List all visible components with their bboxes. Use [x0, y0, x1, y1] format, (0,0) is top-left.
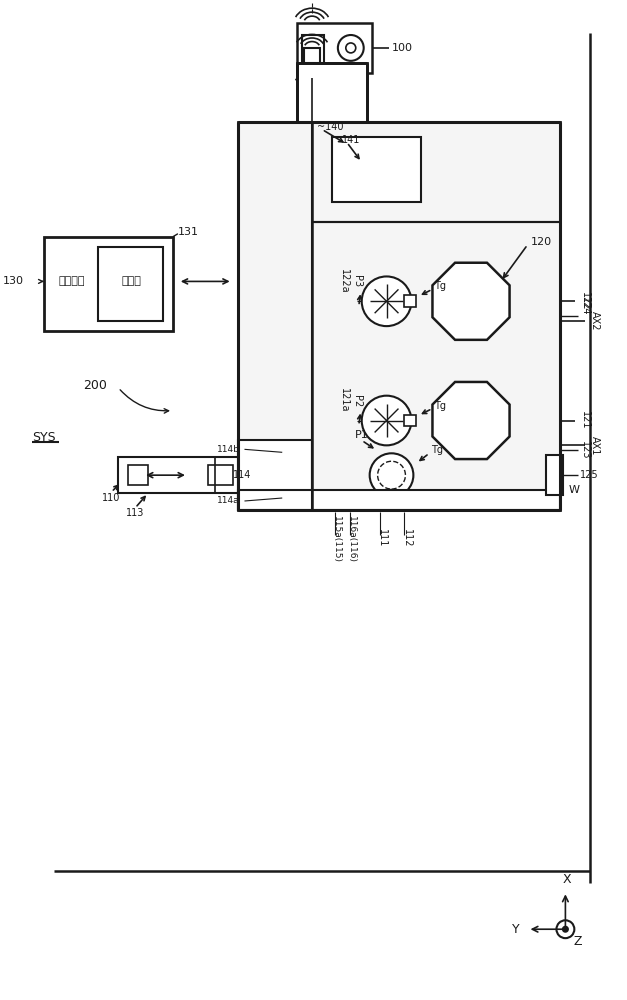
Bar [404, 415, 416, 426]
Text: Y: Y [512, 923, 520, 936]
Text: 121: 121 [581, 411, 590, 430]
Text: Tg: Tg [435, 281, 446, 291]
Text: 124: 124 [581, 297, 590, 316]
Text: 130: 130 [3, 276, 24, 286]
Bar [238, 440, 312, 510]
Text: AX2: AX2 [590, 311, 600, 331]
Text: ~140: ~140 [317, 122, 344, 132]
Circle shape [338, 35, 364, 61]
Text: Z: Z [573, 935, 582, 948]
Text: 设定部: 设定部 [121, 276, 141, 286]
Text: Tg: Tg [431, 445, 443, 455]
Bar [238, 490, 561, 510]
Circle shape [556, 920, 574, 938]
Text: 111: 111 [377, 529, 387, 547]
Text: 112: 112 [401, 529, 411, 547]
Text: 131: 131 [178, 227, 199, 237]
Circle shape [362, 396, 411, 445]
FancyArrowPatch shape [38, 279, 43, 283]
Text: P3: P3 [352, 275, 362, 287]
Bar [404, 295, 416, 307]
Text: X: X [563, 873, 572, 886]
Circle shape [370, 453, 413, 497]
Bar [304, 48, 320, 63]
Text: 116a(116): 116a(116) [347, 516, 356, 563]
Circle shape [377, 461, 406, 489]
Text: 115a(115): 115a(115) [332, 516, 341, 563]
Bar [302, 35, 324, 63]
Bar [129, 465, 148, 485]
Text: 控制装置: 控制装置 [58, 276, 85, 286]
Bar [44, 237, 173, 331]
Bar [332, 137, 421, 202]
Text: 100: 100 [391, 43, 413, 53]
Circle shape [563, 927, 568, 932]
Circle shape [346, 43, 356, 53]
FancyArrowPatch shape [120, 390, 169, 413]
Polygon shape [433, 263, 510, 340]
Text: SYS: SYS [32, 431, 55, 444]
Polygon shape [433, 382, 510, 459]
Text: P1: P1 [355, 430, 369, 440]
Text: 113: 113 [126, 508, 144, 518]
Bar [297, 23, 372, 73]
Text: P2: P2 [352, 395, 362, 407]
Circle shape [362, 276, 411, 326]
Text: 114a: 114a [217, 496, 240, 505]
Text: 121a: 121a [339, 388, 349, 413]
Text: 114: 114 [233, 470, 251, 480]
Text: 114b: 114b [217, 445, 240, 454]
Bar [208, 465, 233, 485]
Text: 200: 200 [83, 379, 107, 392]
Text: 125: 125 [581, 470, 599, 480]
Text: Tg: Tg [435, 401, 446, 411]
Bar [297, 63, 367, 122]
Bar [238, 122, 561, 510]
Text: AX1: AX1 [590, 436, 600, 455]
Bar [119, 457, 238, 493]
Text: 120: 120 [530, 237, 552, 247]
Bar [98, 247, 163, 321]
Text: 141: 141 [342, 135, 361, 145]
Bar [545, 455, 564, 495]
Text: 122a: 122a [339, 269, 349, 294]
Text: W: W [569, 485, 579, 495]
Text: 122: 122 [581, 292, 590, 311]
Text: 110: 110 [102, 493, 120, 503]
Text: 123: 123 [581, 441, 590, 460]
